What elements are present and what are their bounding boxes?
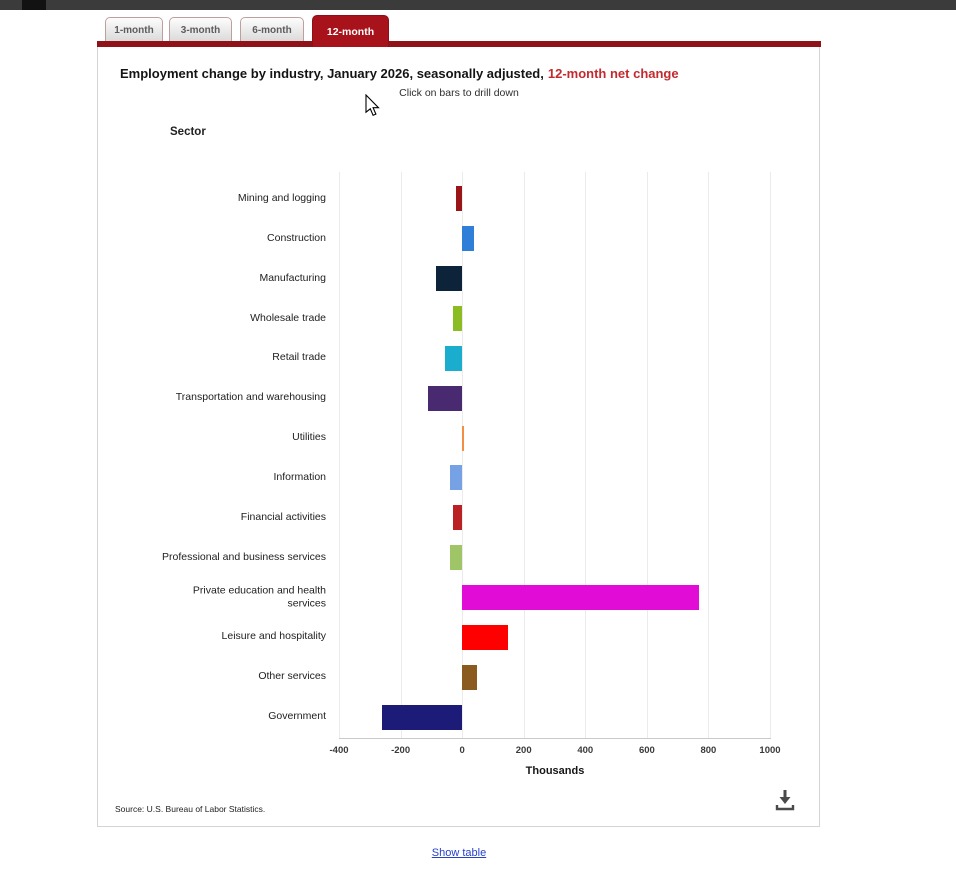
chart-title-highlight: 12-month net change <box>547 66 679 81</box>
x-axis-title: Thousands <box>525 765 585 777</box>
tab-12-month[interactable]: 12-month <box>312 15 389 47</box>
tab-3-month[interactable]: 3-month <box>169 17 232 42</box>
tab-6-month[interactable]: 6-month <box>240 17 304 42</box>
x-tick-label: 0 <box>459 745 465 756</box>
bar-wholesale-trade[interactable] <box>452 306 463 331</box>
tab-strip-bar <box>97 41 821 47</box>
gridline--400 <box>339 172 340 738</box>
bar-professional-and-business-services[interactable] <box>449 545 463 571</box>
chart-title-main: Employment change by industry, January 2… <box>120 66 544 81</box>
bar-government[interactable] <box>382 704 463 730</box>
bar-information[interactable] <box>449 465 463 491</box>
x-tick-label: -200 <box>391 745 411 756</box>
bar-leisure-and-hospitality[interactable] <box>462 624 509 650</box>
category-label: Financial activities <box>240 510 326 523</box>
category-label: Professional and business services <box>161 550 326 563</box>
category-label: Manufacturing <box>259 271 326 284</box>
download-icon[interactable] <box>771 786 799 814</box>
gridline-600 <box>646 172 648 738</box>
category-label: Other services <box>258 670 326 683</box>
bar-financial-activities[interactable] <box>452 505 463 531</box>
x-tick-label: 200 <box>515 745 532 756</box>
bar-utilities[interactable] <box>462 425 464 451</box>
category-label: Transportation and warehousing <box>175 391 326 404</box>
gridline-800 <box>708 172 710 738</box>
category-label: Mining and logging <box>237 192 326 205</box>
category-label: Information <box>273 471 326 484</box>
chart-subtitle: Click on bars to drill down <box>399 87 519 99</box>
gridline-200 <box>523 172 525 738</box>
gridline-400 <box>585 172 587 738</box>
x-tick-label: 1000 <box>759 745 781 756</box>
category-label: Government <box>268 710 326 723</box>
source-note: Source: U.S. Bureau of Labor Statistics. <box>115 804 266 814</box>
category-label: Retail trade <box>272 351 326 364</box>
x-tick-label: 600 <box>638 745 655 756</box>
show-table-wrap: Show table <box>97 847 821 859</box>
chart-panel <box>97 47 820 827</box>
category-label: Private education and health services <box>192 583 326 610</box>
category-label: Leisure and hospitality <box>221 630 326 643</box>
bar-retail-trade[interactable] <box>445 345 463 371</box>
category-label: Wholesale trade <box>250 311 326 324</box>
category-label: Construction <box>267 231 326 244</box>
gridline-1000 <box>770 172 771 738</box>
bar-mining-and-logging[interactable] <box>456 186 463 212</box>
bar-manufacturing[interactable] <box>436 266 463 292</box>
bar-other-services[interactable] <box>462 664 478 690</box>
bar-construction[interactable] <box>462 226 475 252</box>
chart-title: Employment change by industry, January 2… <box>120 66 679 81</box>
category-label: Utilities <box>292 431 326 444</box>
y-axis-title: Sector <box>170 126 206 138</box>
x-tick-label: 800 <box>700 745 717 756</box>
x-tick-label: 400 <box>577 745 594 756</box>
bar-transportation-and-warehousing[interactable] <box>428 385 463 411</box>
show-table-link[interactable]: Show table <box>431 847 487 859</box>
top-window-bar <box>0 0 956 10</box>
tab-1-month[interactable]: 1-month <box>105 17 163 42</box>
top-bar-notch <box>22 0 46 10</box>
gridline--200 <box>400 172 402 738</box>
gridline-0 <box>462 172 464 738</box>
bar-private-education-and-health-services[interactable] <box>462 585 700 610</box>
plot-bottom-axis-line <box>339 738 771 739</box>
x-tick-label: -400 <box>329 745 349 756</box>
